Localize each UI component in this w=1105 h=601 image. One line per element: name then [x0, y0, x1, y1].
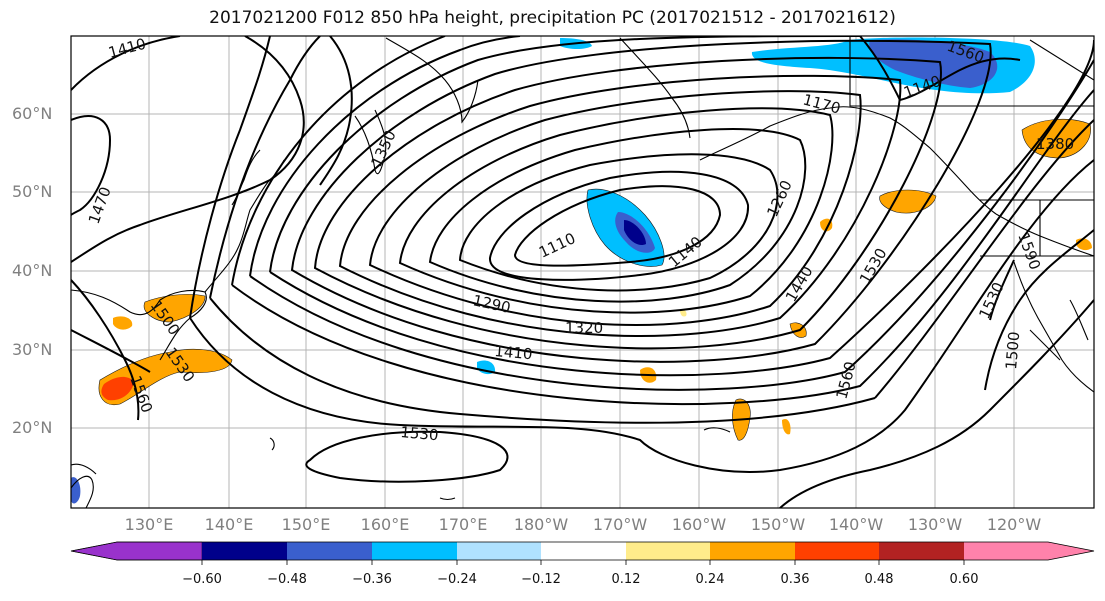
contour-label: 1380: [1036, 135, 1074, 153]
precip-fills: [71, 37, 1092, 504]
colorbar-tick-label: −0.12: [521, 572, 561, 587]
contour-1350: [290, 39, 992, 363]
lon-label-170w: 170°W: [592, 515, 648, 534]
contour-1560: [779, 299, 1094, 508]
colorbar: [70, 541, 1095, 565]
contour-label: 1500: [1002, 331, 1023, 371]
colorbar-segment: [626, 542, 710, 560]
colorbar-outline: [70, 541, 1095, 561]
lon-label-150e: 150°E: [281, 515, 331, 534]
colorbar-tick-label: 0.48: [864, 572, 894, 587]
lon-label-150w: 150°W: [750, 515, 806, 534]
contour-1140-ne: [859, 36, 1021, 102]
precip-positive-5: [680, 309, 687, 317]
colorbar-tick-label: −0.48: [267, 572, 307, 587]
contour-1440-nw: [71, 115, 112, 216]
colorbar-tick-label: 0.12: [611, 572, 641, 587]
colorbar-segment: [879, 542, 964, 560]
map-frame: [70, 35, 1095, 509]
lon-label-130w: 130°W: [907, 515, 963, 534]
contour-1590-east: [984, 229, 1094, 391]
contour-1260: [368, 90, 862, 326]
contour-label: 1320: [565, 319, 603, 337]
colorbar-segment: [710, 542, 795, 560]
lat-label-50n: 50°N: [12, 182, 53, 201]
lon-label-140w: 140°W: [828, 515, 884, 534]
colorbar-tick-label: 0.60: [949, 572, 979, 587]
contour-1230: [398, 107, 834, 314]
precip-negative-peak: [624, 220, 646, 246]
contour-1200: [428, 128, 807, 303]
contour-1530-low: [305, 430, 509, 483]
colorbar-tick-label: −0.36: [352, 572, 392, 587]
lat-label-60n: 60°N: [12, 104, 53, 123]
colorbar-ticks: [201, 560, 965, 565]
contour-1320: [313, 56, 942, 350]
precip-positive-japan: [98, 348, 233, 406]
colorbar-segment: [202, 542, 287, 560]
colorbar-tick-label: 0.24: [695, 572, 725, 587]
colorbar-tick-label: 0.36: [780, 572, 810, 587]
precip-negative-southwest: [71, 477, 81, 504]
colorbar-segment: [287, 542, 372, 560]
precip-negative-northeast-core: [869, 39, 998, 88]
contour-1560-west: [71, 279, 140, 421]
contour-1410-nw: [71, 36, 305, 263]
colorbar-tick-label: −0.24: [437, 572, 477, 587]
contour-1500: [189, 36, 1094, 473]
colorbar-segment: [964, 542, 1094, 560]
colorbar-segment: [372, 542, 457, 560]
precip-positive-japan-west: [113, 316, 133, 330]
colorbar-segment: [457, 542, 541, 560]
lat-label-30n: 30°N: [12, 340, 53, 359]
precip-positive-4: [782, 418, 791, 435]
contour-label: 1530: [400, 423, 440, 444]
contour-1500-northwest: [319, 36, 353, 186]
contour-1290: [338, 74, 902, 337]
contour-1470-west: [71, 329, 151, 373]
height-contours: [71, 36, 1094, 508]
precip-positive-japan-core: [101, 376, 134, 401]
contour-1410-outer: [249, 36, 1094, 391]
contour-1110: [513, 185, 722, 267]
lat-label-40n: 40°N: [12, 261, 53, 280]
lon-label-140e: 140°E: [204, 515, 254, 534]
contour-1140: [488, 170, 750, 281]
map-title: 2017021200 F012 850 hPa height, precipit…: [209, 8, 896, 28]
lon-label-120w: 120°W: [986, 515, 1042, 534]
contour-1530-east: [989, 259, 1015, 321]
colorbar-segment: [795, 542, 879, 560]
colorbar-tick-label: −0.60: [182, 572, 222, 587]
lon-label-170e: 170°E: [438, 515, 488, 534]
lon-label-180w: 180°W: [513, 515, 569, 534]
contour-1170: [458, 153, 779, 292]
lat-label-20n: 20°N: [12, 418, 53, 437]
colorbar-segment: [70, 541, 203, 561]
contour-1380: [269, 36, 1094, 377]
lon-label-130e: 130°E: [124, 515, 174, 534]
colorbar-segment: [541, 542, 626, 560]
contour-label: 1410: [494, 342, 534, 363]
lon-label-160e: 160°E: [360, 515, 410, 534]
contour-1470: [209, 36, 1094, 424]
lon-label-160w: 160°W: [671, 515, 727, 534]
